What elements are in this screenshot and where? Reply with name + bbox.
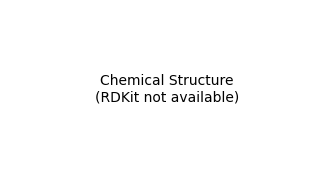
Text: Chemical Structure
(RDKit not available): Chemical Structure (RDKit not available) xyxy=(95,74,239,104)
